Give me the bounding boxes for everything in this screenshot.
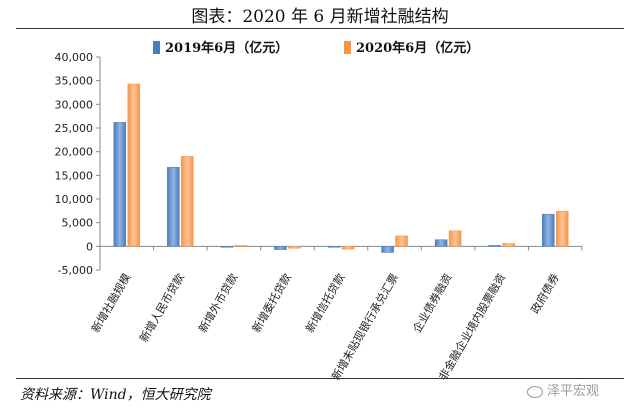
bar-2020: [555, 211, 569, 247]
bar-2020: [288, 246, 301, 249]
wechat-icon: [527, 385, 543, 398]
bar-2020: [181, 156, 194, 247]
y-tick-label: 40,000: [55, 51, 94, 64]
x-tick-label: 新增外币贷款: [195, 271, 240, 335]
y-tick-label: 35,000: [55, 75, 94, 88]
bar-chart: -5,000 0 5,000 10,000 15,000 20,000 25,000 30,0…: [55, 40, 583, 380]
y-tick-label: -5,000: [58, 264, 93, 277]
legend-label: 2020年6月（亿元）: [356, 40, 479, 56]
bar-2020: [395, 235, 408, 247]
y-tick-label: 5,000: [62, 217, 94, 230]
legend-swatch: [344, 41, 351, 54]
y-tick-label: 30,000: [55, 98, 94, 111]
bar-2019: [488, 245, 501, 247]
y-tick-label: 25,000: [55, 122, 94, 135]
bar-2019: [113, 122, 127, 247]
bar-2019: [220, 246, 234, 248]
x-tick-label: 新增委托贷款: [249, 271, 294, 335]
bar-2019: [434, 239, 448, 247]
x-tick-label: 企业债券融资: [410, 271, 455, 335]
x-tick-label: 新增人民币贷款: [136, 271, 187, 345]
y-tick-label: 0: [86, 240, 93, 253]
bar-2019: [541, 213, 555, 247]
y-tick-label: 20,000: [55, 146, 94, 159]
bar-2020: [448, 230, 462, 247]
bar-2019: [381, 246, 394, 253]
legend-label: 2019年6月（亿元）: [165, 40, 288, 56]
bar-2020: [502, 243, 515, 247]
title-divider: [16, 28, 624, 29]
page-title: 图表：2020 年 6 月新增社融结构: [191, 7, 449, 27]
source-note: 资料来源：Wind，恒大研究院: [20, 387, 211, 403]
bar-2019: [274, 246, 287, 250]
watermark: 泽平宏观: [527, 380, 599, 399]
bar-2020: [127, 83, 141, 247]
x-tick-label: 政府债券: [528, 271, 562, 316]
bar-2020: [234, 245, 248, 247]
bar-2019: [327, 246, 341, 248]
bar-2020: [341, 246, 355, 250]
x-tick-label: 新增信托贷款: [302, 271, 347, 335]
y-tick-label: 15,000: [55, 169, 94, 182]
bar-2019: [167, 167, 180, 247]
legend-swatch: [153, 41, 160, 54]
footer-divider: [16, 378, 624, 379]
x-tick-label: 新增社融规模: [88, 271, 133, 335]
y-tick-label: 10,000: [55, 193, 94, 206]
watermark-text: 泽平宏观: [547, 384, 600, 399]
